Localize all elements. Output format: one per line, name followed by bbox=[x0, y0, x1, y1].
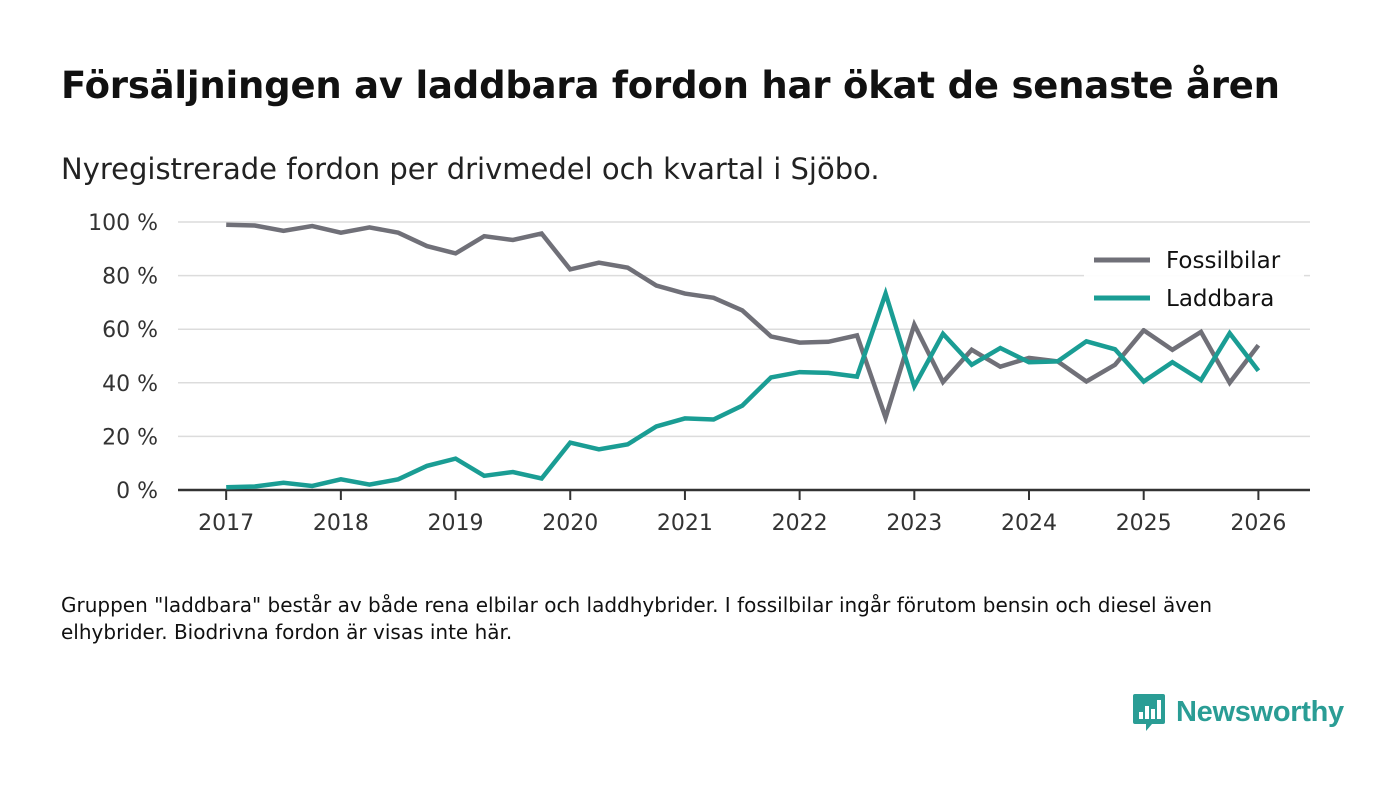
x-tick-label: 2021 bbox=[657, 511, 713, 536]
footnote: Gruppen "laddbara" består av både rena e… bbox=[61, 593, 1213, 644]
x-tick-label: 2024 bbox=[1001, 511, 1057, 536]
x-tick-label: 2023 bbox=[886, 511, 942, 536]
x-tick-label: 2017 bbox=[198, 511, 254, 536]
x-tick-label: 2025 bbox=[1116, 511, 1172, 536]
y-tick-label: 0 % bbox=[116, 479, 158, 504]
x-tick-label: 2020 bbox=[542, 511, 598, 536]
legend-label: Laddbara bbox=[1166, 286, 1274, 312]
series-lines bbox=[226, 222, 1261, 490]
legend-label: Fossilbilar bbox=[1166, 248, 1281, 274]
legend-background bbox=[1084, 240, 1304, 328]
chart-subtitle: Nyregistrerade fordon per drivmedel och … bbox=[61, 152, 880, 186]
legend: Fossilbilar Laddbara bbox=[1084, 240, 1304, 328]
bar-chart-icon bbox=[1133, 694, 1165, 731]
x-tick-label: 2026 bbox=[1230, 511, 1286, 536]
chart-title: Försäljningen av laddbara fordon har öka… bbox=[61, 64, 1280, 107]
x-tick-label: 2018 bbox=[313, 511, 369, 536]
x-tick-label: 2022 bbox=[772, 511, 828, 536]
series-line-fossilbilar bbox=[226, 222, 1261, 425]
series-line-laddbara bbox=[226, 286, 1261, 490]
brand-name: Newsworthy bbox=[1176, 695, 1344, 728]
line-chart: 0 % 20 % 40 % 60 % 80 % 100 % 2017 2018 2019 2020… bbox=[88, 211, 1310, 536]
x-tick-label: 2019 bbox=[428, 511, 484, 536]
y-tick-label: 20 % bbox=[102, 425, 158, 450]
axes: 0 % 20 % 40 % 60 % 80 % 100 % 2017 2018 2019 2020… bbox=[88, 211, 1310, 536]
y-tick-label: 80 % bbox=[102, 265, 158, 290]
newsworthy-logo: Newsworthy bbox=[1132, 692, 1344, 732]
y-tick-label: 60 % bbox=[102, 318, 158, 343]
y-tick-label: 100 % bbox=[88, 211, 158, 236]
y-tick-label: 40 % bbox=[102, 372, 158, 397]
